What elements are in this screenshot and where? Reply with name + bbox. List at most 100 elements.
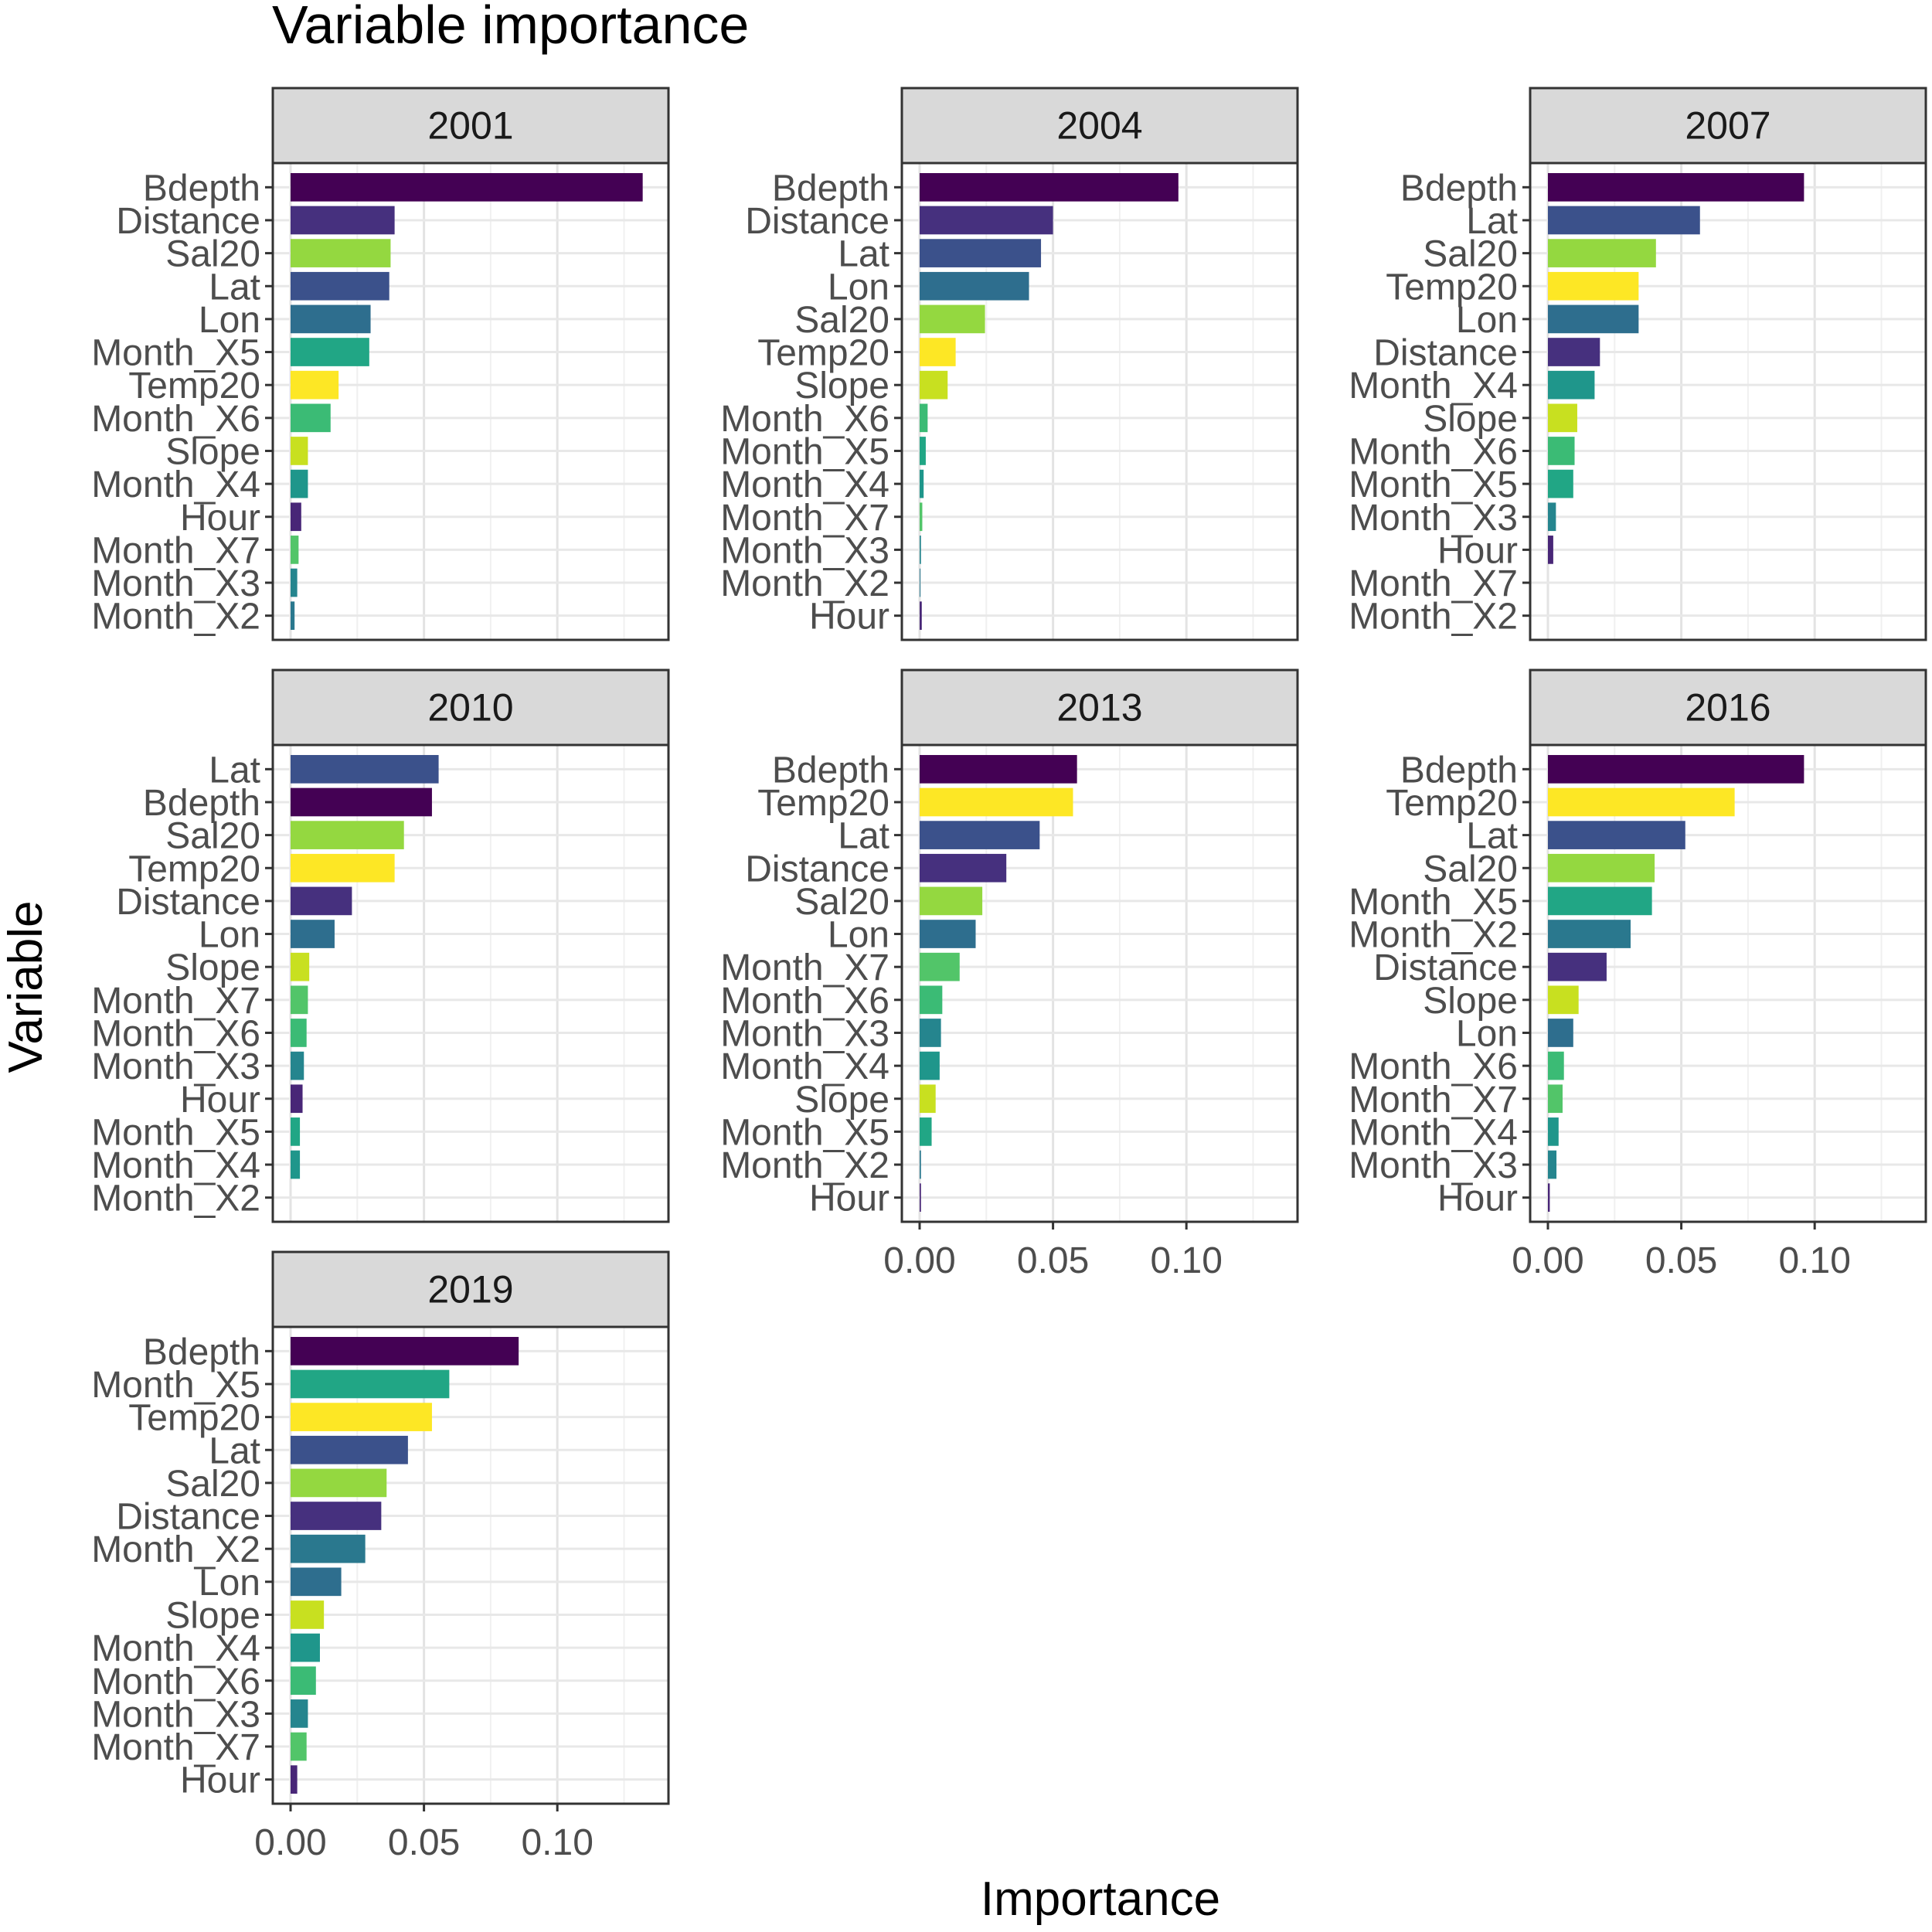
y-tick-label: Month_X4 — [91, 1145, 260, 1186]
bar-bdepth — [1548, 754, 1804, 784]
bar-month-x5 — [291, 1369, 450, 1399]
y-tick-label: Sal20 — [165, 1464, 260, 1505]
bar-month-x6 — [1548, 437, 1575, 465]
y-tick-label: Month_X3 — [1349, 1145, 1518, 1186]
bar-distance — [291, 206, 395, 235]
y-tick-label: Sal20 — [794, 882, 889, 923]
y-tick-label: Month_X7 — [1349, 563, 1518, 604]
y-tick-label: Lat — [838, 234, 889, 275]
y-tick-label: Month_X3 — [1349, 498, 1518, 539]
panel-2016: 2016 BdepthTemp20LatSal20Month_X5Month_X2… — [1349, 668, 1927, 1281]
plot-background — [1530, 163, 1926, 640]
bar-lat — [920, 239, 1042, 267]
y-tick-label: Slope — [794, 1080, 889, 1121]
y-tick-label: Month_X4 — [720, 1046, 889, 1087]
bar-distance — [1548, 952, 1607, 981]
bar-month-x4 — [1548, 370, 1595, 400]
bar-slope — [1548, 985, 1579, 1015]
panel-strip-label: 2004 — [1056, 104, 1142, 148]
x-tick-label: 0.00 — [254, 1822, 326, 1863]
y-tick-label: Month_X7 — [720, 498, 889, 539]
bar-month-x5 — [291, 1117, 301, 1146]
bar-month-x6 — [291, 1666, 316, 1696]
bar-sal20 — [1548, 239, 1656, 267]
y-tick-label: Month_X7 — [91, 530, 260, 571]
plot-background — [902, 745, 1298, 1222]
bar-bdepth — [291, 1336, 519, 1366]
bar-month-x6 — [291, 403, 331, 433]
bar-bdepth — [1548, 172, 1804, 202]
x-tick-label: 0.05 — [388, 1822, 460, 1863]
x-tick-label: 0.05 — [1017, 1240, 1089, 1281]
bar-lon — [1548, 304, 1639, 334]
y-tick-label: Temp20 — [1386, 267, 1518, 308]
plot-background — [273, 1327, 668, 1804]
bar-hour — [920, 1183, 921, 1213]
y-tick-label: Sal20 — [794, 300, 889, 341]
plot-background — [1530, 745, 1926, 1222]
bar-temp20 — [920, 787, 1073, 817]
y-tick-label: Month_X6 — [720, 399, 889, 440]
y-tick-label: Month_X6 — [1349, 1046, 1518, 1087]
bar-bdepth — [291, 787, 432, 817]
y-tick-label: Month_X3 — [91, 1694, 260, 1735]
bar-month-x6 — [1548, 1051, 1564, 1080]
x-tick-label: 0.05 — [1645, 1240, 1717, 1281]
bar-month-x7 — [291, 1732, 307, 1761]
y-tick-label: Hour — [809, 1179, 889, 1219]
bar-month-x2 — [1548, 920, 1631, 948]
bar-lon — [291, 1567, 342, 1597]
y-tick-label: Month_X2 — [91, 597, 260, 638]
panel-border — [900, 743, 1299, 1223]
panel-2004: 2004 BdepthDistanceLatLonSal20Temp20Slope… — [720, 87, 1299, 641]
y-tick-label: Distance — [116, 201, 260, 242]
bar-month-x2 — [291, 601, 295, 631]
y-tick-label: Distance — [745, 849, 889, 889]
plot-background — [902, 163, 1298, 640]
y-tick-label: Month_X2 — [91, 1179, 260, 1219]
bar-slope — [291, 952, 310, 981]
panel-strip-label: 2013 — [1056, 686, 1142, 730]
bar-month-x5 — [1548, 469, 1573, 498]
bar-month-x4 — [920, 469, 924, 498]
y-tick-label: Lon — [199, 300, 260, 341]
bar-distance — [920, 853, 1007, 883]
y-tick-label: Temp20 — [128, 366, 260, 406]
y-tick-label: Distance — [1373, 947, 1518, 988]
y-tick-label: Sal20 — [165, 234, 260, 275]
y-tick-label: Lat — [838, 816, 889, 857]
y-tick-label: Bdepth — [143, 783, 260, 824]
y-tick-label: Slope — [794, 366, 889, 406]
bar-month-x4 — [920, 1051, 940, 1080]
bar-month-x6 — [920, 403, 928, 433]
y-tick-label: Distance — [116, 882, 260, 923]
bar-month-x3 — [920, 536, 921, 564]
bar-hour — [291, 1084, 303, 1114]
y-tick-label: Lat — [209, 267, 260, 308]
y-tick-label: Bdepth — [772, 168, 889, 209]
bar-month-x7 — [291, 985, 308, 1015]
bar-month-x3 — [291, 1051, 304, 1080]
bar-sal20 — [291, 1468, 387, 1498]
bar-month-x3 — [291, 1699, 308, 1728]
bar-temp20 — [1548, 787, 1735, 817]
bar-slope — [1548, 403, 1577, 433]
bar-month-x6 — [920, 985, 943, 1015]
y-tick-label: Month_X3 — [720, 530, 889, 571]
y-tick-label: Hour — [1437, 1179, 1518, 1219]
panel-strip — [271, 87, 670, 165]
panel-2010: 2010 LatBdepthSal20Temp20DistanceLonSlope… — [91, 668, 670, 1223]
bar-lon — [1548, 1019, 1573, 1047]
y-tick-label: Month_X2 — [720, 563, 889, 604]
y-tick-label: Month_X5 — [91, 1112, 260, 1153]
panel-strip — [271, 668, 670, 747]
y-tick-label: Month_X3 — [720, 1013, 889, 1054]
bar-distance — [1548, 338, 1600, 366]
y-tick-label: Slope — [1423, 981, 1518, 1022]
y-tick-label: Month_X5 — [91, 333, 260, 374]
panel-strip-label: 2019 — [427, 1268, 513, 1311]
bar-month-x7 — [291, 536, 299, 564]
bar-lat — [1548, 206, 1700, 235]
bar-distance — [920, 206, 1053, 235]
bar-sal20 — [920, 886, 983, 916]
